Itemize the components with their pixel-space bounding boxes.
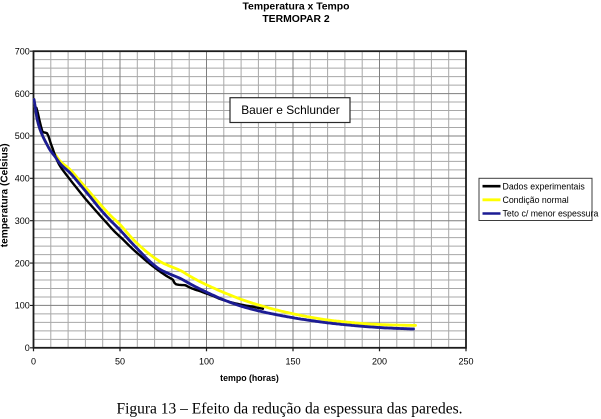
svg-text:700: 700 [15,46,30,56]
svg-text:Figura 13 – Efeito da redução: Figura 13 – Efeito da redução da espessu… [116,401,462,418]
svg-text:Teto c/ menor espessura: Teto c/ menor espessura [503,209,599,219]
svg-text:TERMOPAR 2: TERMOPAR 2 [262,14,330,25]
svg-text:tempo (horas): tempo (horas) [220,373,279,383]
svg-text:500: 500 [15,131,30,141]
svg-text:Dados experimentais: Dados experimentais [503,181,586,191]
svg-text:50: 50 [115,357,125,367]
svg-text:Bauer e Schlunder: Bauer e Schlunder [241,103,340,117]
svg-text:400: 400 [15,174,30,184]
svg-text:250: 250 [458,357,473,367]
svg-text:0: 0 [25,343,30,353]
svg-text:temperatura (Celsius): temperatura (Celsius) [0,143,11,247]
svg-text:100: 100 [15,301,30,311]
svg-text:200: 200 [372,357,387,367]
svg-text:150: 150 [285,357,300,367]
svg-text:100: 100 [199,357,214,367]
svg-text:300: 300 [15,216,30,226]
svg-text:Temperatura x Tempo: Temperatura x Tempo [242,1,349,12]
svg-text:200: 200 [15,258,30,268]
svg-text:0: 0 [31,357,36,367]
svg-text:600: 600 [15,89,30,99]
svg-text:Condição normal: Condição normal [503,195,569,205]
